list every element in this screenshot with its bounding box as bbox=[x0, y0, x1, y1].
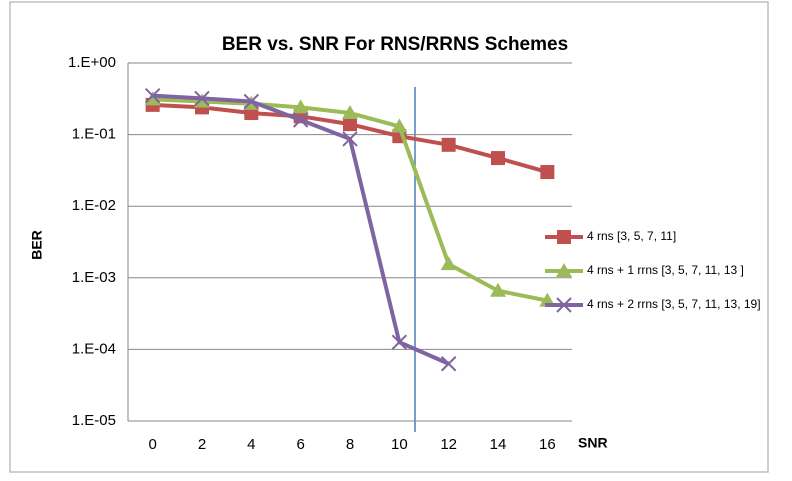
y-tick-label: 1.E-04 bbox=[72, 340, 116, 357]
x-tick-label: 8 bbox=[346, 436, 354, 453]
data-point bbox=[391, 334, 408, 350]
data-point bbox=[342, 105, 358, 120]
data-point bbox=[194, 93, 210, 108]
y-tick-label: 1.E-01 bbox=[72, 126, 116, 143]
data-point bbox=[540, 165, 555, 180]
legend-marker bbox=[556, 297, 572, 313]
legend-label: 4 rns + 2 rrns [3, 5, 7, 11, 13, 19] bbox=[587, 297, 761, 311]
data-point bbox=[391, 118, 408, 133]
legend-label: 4 rns [3, 5, 7, 11] bbox=[587, 229, 676, 243]
data-point bbox=[194, 90, 210, 107]
x-tick-label: 14 bbox=[490, 436, 507, 453]
data-point bbox=[342, 131, 358, 147]
x-tick-label: 2 bbox=[198, 436, 206, 453]
x-tick-label: 10 bbox=[391, 436, 408, 453]
data-point bbox=[491, 151, 505, 166]
y-tick-label: 1.E-03 bbox=[72, 269, 116, 286]
legend-label: 4 rns + 1 rrns [3, 5, 7, 11, 13 ] bbox=[587, 263, 744, 277]
y-axis-label: BER bbox=[29, 230, 45, 260]
data-point bbox=[440, 356, 457, 372]
data-point bbox=[343, 117, 357, 132]
x-axis-label: SNR bbox=[578, 435, 608, 451]
x-tick-label: 4 bbox=[247, 436, 255, 453]
y-tick-label: 1.E-02 bbox=[72, 197, 116, 214]
data-point bbox=[292, 99, 309, 114]
x-tick-label: 12 bbox=[440, 436, 457, 453]
data-point bbox=[144, 87, 161, 104]
data-point bbox=[243, 93, 260, 110]
data-point bbox=[292, 112, 309, 128]
chart-frame bbox=[9, 1, 769, 473]
data-point bbox=[441, 137, 456, 152]
x-tick-label: 16 bbox=[539, 436, 556, 453]
x-tick-label: 6 bbox=[296, 436, 304, 453]
x-tick-label: 0 bbox=[148, 436, 156, 453]
y-tick-label: 1.E+00 bbox=[68, 54, 116, 71]
y-tick-label: 1.E-05 bbox=[72, 412, 116, 429]
chart-title: BER vs. SNR For RNS/RRNS Schemes bbox=[222, 34, 568, 55]
legend-marker bbox=[556, 263, 572, 277]
data-point bbox=[490, 282, 506, 297]
legend-marker bbox=[557, 230, 571, 244]
data-point bbox=[440, 256, 457, 271]
data-point bbox=[144, 91, 161, 106]
